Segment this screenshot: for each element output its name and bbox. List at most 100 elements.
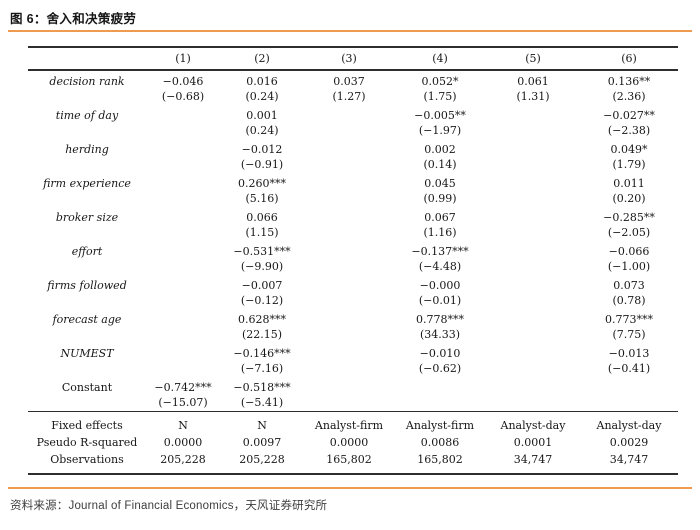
tstat-cell: [304, 225, 394, 241]
variable-label: Constant: [61, 381, 113, 394]
column-header: (3): [304, 46, 394, 71]
stat-value-cell: 34,747: [486, 451, 580, 475]
coefficient-cell: 0.016: [246, 75, 278, 88]
coefficient-cell: [304, 173, 394, 191]
tstat-cell: (0.24): [245, 124, 279, 137]
variable-label: herding: [65, 143, 109, 156]
tstat-cell: (−9.90): [240, 260, 284, 273]
tstat-row: (−0.12) (−0.01) (0.78): [28, 293, 678, 309]
empty-label-cell: [28, 395, 146, 412]
coefficient-cell: [146, 207, 220, 225]
tstat-cell: (1.31): [516, 90, 550, 103]
model-stats-body: Fixed effects N N Analyst-firm Analyst-firm A…: [28, 411, 678, 475]
coefficient-row: NUMEST −0.146*** −0.010 −0.013: [28, 343, 678, 361]
tstat-cell: (−0.91): [240, 158, 284, 171]
tstat-cell: (0.14): [423, 158, 457, 171]
empty-label-cell: [28, 225, 146, 241]
empty-label-cell: [28, 89, 146, 105]
column-header: (5): [486, 46, 580, 71]
coefficient-cell: −0.518***: [233, 381, 291, 394]
tstat-cell: [580, 395, 678, 412]
empty-label-cell: [28, 361, 146, 377]
empty-label-cell: [28, 157, 146, 173]
tstat-cell: (−5.41): [240, 396, 284, 409]
empty-label-cell: [28, 259, 146, 275]
coefficient-row: Constant −0.742*** −0.518***: [28, 377, 678, 395]
coefficient-cell: 0.002: [424, 143, 456, 156]
coefficient-cell: [486, 377, 580, 395]
tstat-row: (−0.91) (0.14) (1.79): [28, 157, 678, 173]
source-line: 资料来源：Journal of Financial Economics，天风证券…: [10, 497, 327, 513]
stat-value-cell: Analyst-day: [580, 411, 678, 434]
coefficient-cell: −0.285**: [603, 211, 655, 224]
coefficient-cell: −0.742***: [154, 381, 212, 394]
coefficient-cell: [486, 275, 580, 293]
stat-value-cell: N: [220, 411, 304, 434]
coefficient-cell: [146, 105, 220, 123]
coefficient-cell: [146, 309, 220, 327]
coefficient-row: firms followed −0.007 −0.000 0.073: [28, 275, 678, 293]
tstat-cell: (1.15): [245, 226, 279, 239]
regression-table: (1) (2) (3) (4) (5) (6) decision rank −0.…: [28, 46, 678, 475]
coefficient-cell: −0.012: [241, 143, 283, 156]
coefficient-cell: [580, 377, 678, 395]
tstat-cell: [486, 259, 580, 275]
tstat-cell: (−1.00): [607, 260, 651, 273]
coefficient-cell: [486, 241, 580, 259]
coefficient-cell: 0.066: [246, 211, 278, 224]
coefficient-row: broker size 0.066 0.067 −0.285**: [28, 207, 678, 225]
tstat-cell: [146, 327, 220, 343]
coefficient-cell: −0.005**: [414, 109, 466, 122]
stat-value-cell: Analyst-firm: [394, 411, 486, 434]
variable-label: firm experience: [43, 177, 131, 190]
source-label: 资料来源：: [10, 500, 69, 512]
coefficient-cell: [146, 343, 220, 361]
tstat-cell: (−0.68): [161, 90, 205, 103]
coefficient-cell: 0.037: [333, 75, 365, 88]
coefficient-cell: 0.628***: [238, 313, 286, 326]
regression-table-container: (1) (2) (3) (4) (5) (6) decision rank −0.…: [28, 46, 678, 475]
tstat-row: (5.16) (0.99) (0.20): [28, 191, 678, 207]
variable-label: forecast age: [52, 313, 122, 326]
coefficient-cell: [146, 241, 220, 259]
tstat-cell: (1.27): [332, 90, 366, 103]
coefficient-cell: −0.010: [419, 347, 461, 360]
tstat-cell: (1.16): [423, 226, 457, 239]
stat-value-cell: 0.0086: [420, 436, 460, 449]
table-header-row: (1) (2) (3) (4) (5) (6): [28, 46, 678, 71]
tstat-cell: [304, 327, 394, 343]
tstat-cell: (−2.38): [607, 124, 651, 137]
source-text: Journal of Financial Economics，天风证券研究所: [68, 500, 328, 512]
coefficient-cell: −0.531***: [233, 245, 291, 258]
tstat-cell: (5.16): [245, 192, 279, 205]
stat-value-cell: 0.0000: [163, 436, 203, 449]
stat-value-cell: 0.0097: [242, 436, 282, 449]
coefficient-cell: 0.073: [613, 279, 645, 292]
tstat-row: (1.15) (1.16) (−2.05): [28, 225, 678, 241]
tstat-cell: [486, 225, 580, 241]
coefficient-cell: [486, 173, 580, 191]
tstat-cell: (34.33): [419, 328, 461, 341]
empty-label-cell: [28, 327, 146, 343]
tstat-cell: [146, 259, 220, 275]
coefficient-cell: 0.067: [424, 211, 456, 224]
coefficient-cell: −0.000: [419, 279, 461, 292]
coefficient-cell: [304, 105, 394, 123]
tstat-cell: [486, 157, 580, 173]
tstat-cell: (−7.16): [240, 362, 284, 375]
variable-label: broker size: [55, 211, 119, 224]
coefficient-cell: 0.011: [613, 177, 645, 190]
tstat-row: (0.24) (−1.97) (−2.38): [28, 123, 678, 139]
tstat-cell: [486, 395, 580, 412]
coefficient-cell: [146, 173, 220, 191]
coefficient-cell: [304, 207, 394, 225]
coefficient-cell: 0.773***: [605, 313, 653, 326]
tstat-cell: (1.79): [612, 158, 646, 171]
stat-value-cell: 0.0029: [609, 436, 649, 449]
stat-value-cell: 205,228: [146, 451, 220, 475]
tstat-cell: (−1.97): [418, 124, 462, 137]
stat-label: Fixed effects: [28, 411, 146, 434]
tstat-cell: (−0.12): [240, 294, 284, 307]
coefficient-cell: [486, 105, 580, 123]
